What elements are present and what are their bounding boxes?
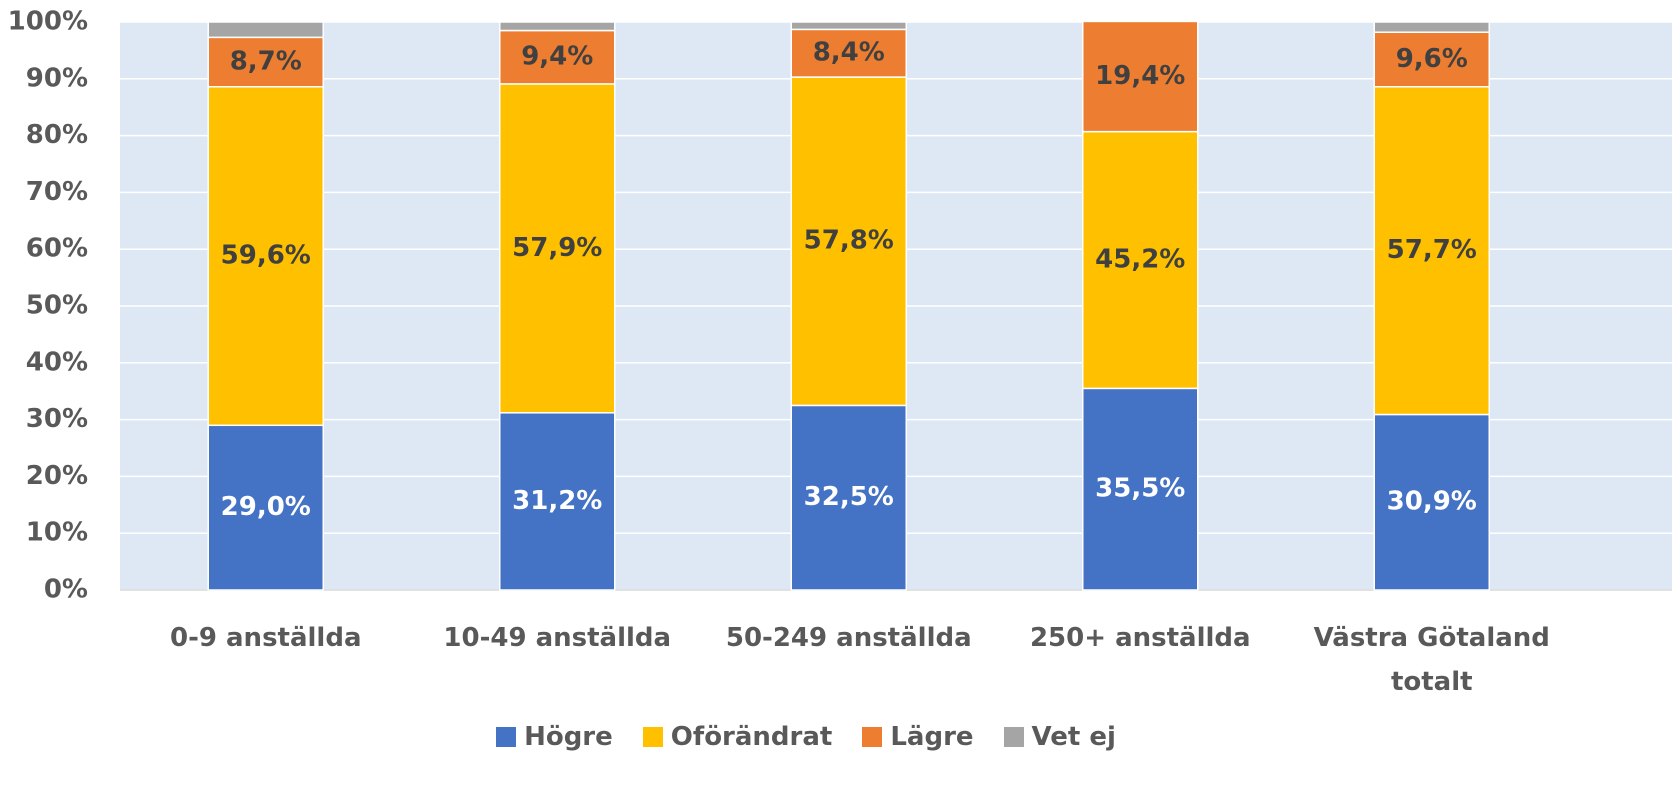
- data-label: 57,8%: [804, 226, 894, 256]
- data-label: 31,2%: [512, 486, 602, 516]
- bar-segment: [207, 424, 324, 591]
- data-label: 57,7%: [1387, 235, 1477, 265]
- legend-label: Lägre: [890, 722, 974, 752]
- bar-segment: [207, 21, 324, 39]
- legend-label: Vet ej: [1031, 722, 1116, 752]
- data-label: 9,4%: [521, 42, 593, 72]
- y-tick-label: 10%: [26, 518, 88, 548]
- bar-segment: [207, 36, 324, 88]
- x-tick-label: 250+ anställda: [1029, 623, 1251, 653]
- bar-segment: [499, 21, 616, 32]
- bar-segment: [790, 21, 907, 31]
- data-label: 8,4%: [813, 38, 885, 68]
- bar-segment: [790, 404, 907, 591]
- legend-swatch: [862, 727, 883, 747]
- data-label: 8,7%: [230, 47, 302, 77]
- y-tick-label: 50%: [26, 291, 88, 321]
- y-tick-label: 20%: [26, 461, 88, 491]
- bar-segment: [790, 28, 907, 78]
- bar-segment: [207, 86, 324, 427]
- y-tick-label: 100%: [8, 7, 88, 37]
- bar-segment: [499, 29, 616, 85]
- legend-item: Oförändrat: [642, 722, 833, 752]
- data-label: 19,4%: [1095, 61, 1185, 91]
- bar-segment: [790, 76, 907, 407]
- y-tick-label: 40%: [26, 347, 88, 377]
- legend-item: Högre: [496, 722, 613, 752]
- legend-swatch: [1003, 727, 1024, 747]
- y-tick-label: 60%: [26, 234, 88, 264]
- bar-segment: [499, 83, 616, 414]
- x-tick-label: 0-9 anställda: [169, 623, 362, 653]
- y-tick-label: 70%: [26, 177, 88, 207]
- data-label: 45,2%: [1095, 244, 1185, 274]
- y-tick-label: 0%: [44, 575, 88, 605]
- x-tick-label: Västra Götaland totalt: [1313, 623, 1550, 697]
- legend-swatch: [642, 727, 663, 747]
- data-label: 57,9%: [512, 233, 602, 263]
- legend-label: Högre: [524, 722, 613, 752]
- bar-segment: [1082, 387, 1199, 591]
- data-label: 30,9%: [1387, 487, 1477, 517]
- legend-label: Oförändrat: [670, 722, 833, 752]
- data-label: 29,0%: [221, 492, 311, 522]
- bar-segment: [1082, 20, 1199, 133]
- x-tick-label: 10-49 anställda: [443, 623, 672, 653]
- legend: Högre Oförändrat Lägre Vet ej: [0, 722, 1612, 752]
- y-tick-label: 80%: [26, 120, 88, 150]
- data-label: 35,5%: [1095, 474, 1185, 504]
- y-tick-label: 90%: [26, 63, 88, 93]
- legend-item: Lägre: [862, 722, 974, 752]
- data-label: 9,6%: [1396, 44, 1468, 74]
- bar-segment: [1373, 21, 1490, 33]
- legend-swatch: [496, 727, 517, 747]
- legend-item: Vet ej: [1003, 722, 1116, 752]
- data-label: 59,6%: [221, 241, 311, 271]
- data-label: 32,5%: [804, 482, 894, 512]
- y-tick-label: 30%: [26, 404, 88, 434]
- bar-segment: [1373, 86, 1490, 416]
- x-tick-label: 50-249 anställda: [725, 623, 972, 653]
